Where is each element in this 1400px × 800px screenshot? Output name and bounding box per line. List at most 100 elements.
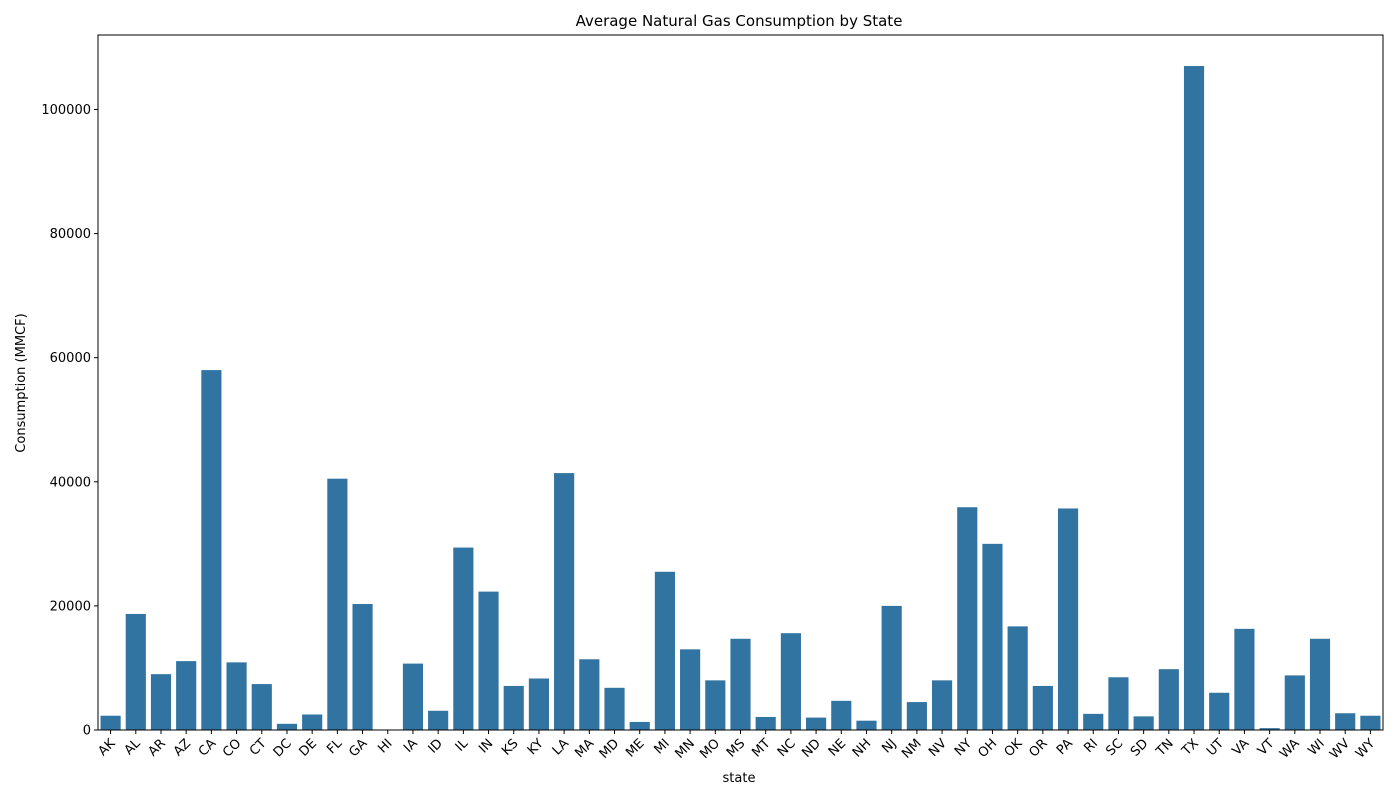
bar-mn bbox=[680, 649, 701, 730]
x-tick-label-ri: RI bbox=[1081, 736, 1101, 756]
bar-oh bbox=[982, 543, 1003, 730]
bar-dc bbox=[276, 723, 298, 730]
x-tick-label-nh: NH bbox=[850, 736, 874, 760]
x-tick-label-or: OR bbox=[1026, 736, 1050, 760]
x-tick-label-ca: CA bbox=[196, 736, 219, 759]
bar-mi bbox=[654, 571, 675, 730]
x-tick-label-ms: MS bbox=[724, 736, 748, 760]
bar-or bbox=[1032, 685, 1053, 730]
bar-nv bbox=[931, 680, 953, 730]
bar-sc bbox=[1108, 677, 1129, 730]
bar-wi bbox=[1309, 638, 1331, 730]
x-tick-label-mn: MN bbox=[673, 736, 698, 761]
x-tick-label-ct: CT bbox=[247, 736, 270, 759]
bar-ma bbox=[579, 659, 600, 730]
bar-ny bbox=[957, 507, 978, 730]
x-tick-label-vt: VT bbox=[1255, 736, 1278, 759]
bar-de bbox=[302, 714, 323, 730]
bar-in bbox=[478, 591, 499, 730]
bar-nc bbox=[780, 633, 801, 730]
x-axis: AK AL AR AZ CA CO CT DC DE FL GA HI IA ID IL IN KS KY LA MA… bbox=[96, 730, 1378, 762]
x-tick-label-nd: ND bbox=[799, 736, 824, 761]
y-tick-label: 80000 bbox=[50, 227, 91, 242]
bar-pa bbox=[1057, 508, 1079, 730]
bar-ct bbox=[251, 684, 272, 730]
bar-ok bbox=[1007, 626, 1028, 730]
bar-me bbox=[629, 721, 650, 730]
x-tick-label-nc: NC bbox=[775, 736, 799, 760]
bar-nh bbox=[856, 720, 877, 730]
bar-wa bbox=[1284, 675, 1305, 730]
bar-ne bbox=[831, 700, 852, 730]
x-tick-label-ny: NY bbox=[952, 736, 975, 759]
x-tick-label-ok: OK bbox=[1002, 736, 1026, 760]
y-tick-label: 60000 bbox=[50, 351, 91, 366]
bar-la bbox=[554, 473, 575, 730]
x-tick-label-pa: PA bbox=[1054, 736, 1076, 758]
x-tick-label-ky: KY bbox=[525, 736, 547, 758]
bar-ia bbox=[402, 663, 424, 730]
chart-title: Average Natural Gas Consumption by State bbox=[576, 12, 903, 30]
x-tick-label-wy: WY bbox=[1353, 736, 1378, 761]
x-tick-label-hi: HI bbox=[375, 736, 395, 756]
bar-ri bbox=[1083, 713, 1104, 730]
bar-ga bbox=[352, 604, 373, 730]
y-tick-label: 20000 bbox=[50, 599, 91, 614]
bars-group bbox=[100, 66, 1381, 730]
x-tick-label-nv: NV bbox=[926, 736, 950, 760]
x-tick-label-md: MD bbox=[597, 736, 623, 762]
bar-ms bbox=[730, 638, 751, 730]
x-tick-label-nm: NM bbox=[899, 736, 924, 761]
bar-fl bbox=[327, 478, 348, 730]
bar-wv bbox=[1335, 713, 1356, 730]
bar-nm bbox=[906, 702, 927, 730]
x-tick-label-mi: MI bbox=[651, 736, 672, 757]
x-tick-label-sc: SC bbox=[1103, 736, 1126, 759]
bar-ca bbox=[201, 370, 222, 730]
x-tick-label-nj: NJ bbox=[879, 736, 899, 756]
x-tick-label-tn: TN bbox=[1153, 736, 1177, 760]
y-tick-label: 100000 bbox=[41, 103, 91, 118]
x-tick-label-co: CO bbox=[220, 736, 244, 760]
x-tick-label-az: AZ bbox=[171, 736, 194, 759]
x-tick-label-ar: AR bbox=[146, 736, 169, 759]
x-tick-label-ut: UT bbox=[1204, 736, 1227, 759]
bar-co bbox=[226, 662, 247, 730]
bar-il bbox=[453, 547, 474, 730]
x-axis-label: state bbox=[723, 771, 756, 786]
bar-sd bbox=[1133, 716, 1154, 730]
x-tick-label-tx: TX bbox=[1179, 736, 1202, 759]
x-tick-label-me: ME bbox=[623, 736, 647, 760]
y-tick-label: 40000 bbox=[50, 475, 91, 490]
bar-mt bbox=[755, 716, 776, 730]
y-axis-label: Consumption (MMCF) bbox=[14, 313, 29, 452]
bar-ut bbox=[1209, 692, 1230, 730]
x-tick-label-id: ID bbox=[426, 736, 446, 756]
x-tick-label-wa: WA bbox=[1277, 736, 1303, 762]
x-tick-label-ga: GA bbox=[346, 736, 370, 760]
bar-tn bbox=[1158, 669, 1179, 730]
bar-mo bbox=[705, 680, 726, 730]
bar-nd bbox=[806, 717, 827, 730]
x-tick-label-ks: KS bbox=[499, 736, 521, 758]
bar-nj bbox=[881, 605, 902, 730]
x-tick-label-wv: WV bbox=[1327, 736, 1353, 762]
plot-frame bbox=[97, 34, 1384, 731]
bar-ky bbox=[528, 678, 550, 730]
x-tick-label-va: VA bbox=[1230, 736, 1253, 759]
bar-ak bbox=[100, 715, 121, 730]
x-tick-label-mo: MO bbox=[697, 736, 723, 762]
bar-al bbox=[125, 613, 146, 730]
x-tick-label-al: AL bbox=[122, 736, 145, 759]
x-tick-label-oh: OH bbox=[976, 736, 1001, 761]
x-tick-label-la: LA bbox=[550, 736, 572, 758]
bar-ks bbox=[503, 685, 524, 730]
bar-tx bbox=[1183, 66, 1205, 730]
bar-md bbox=[604, 687, 625, 730]
x-tick-label-ak: AK bbox=[96, 736, 119, 759]
bar-az bbox=[176, 661, 197, 730]
x-tick-label-sd: SD bbox=[1128, 736, 1152, 760]
y-tick-label: 0 bbox=[83, 724, 91, 739]
x-tick-label-wi: WI bbox=[1305, 736, 1327, 758]
x-tick-label-dc: DC bbox=[271, 736, 295, 760]
